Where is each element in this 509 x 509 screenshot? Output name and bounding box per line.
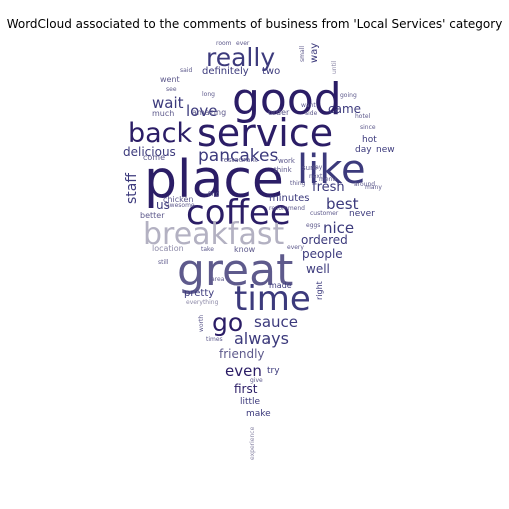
word-see: see — [166, 86, 177, 93]
word-know: know — [234, 245, 256, 254]
word-went: went — [160, 75, 180, 84]
word-since: since — [360, 124, 376, 131]
word-wait: wait — [152, 94, 184, 112]
word-restaurant: restaurant — [221, 156, 258, 164]
word-eggs: eggs — [306, 222, 320, 229]
word-delicious: delicious — [123, 145, 176, 159]
word-experience: experience — [249, 426, 256, 460]
word-friendly: friendly — [219, 347, 265, 361]
word-coffee: coffee — [186, 193, 291, 233]
word-people: people — [302, 247, 343, 261]
word-order: order — [268, 108, 290, 117]
word-pancakes: pancakes — [198, 146, 278, 166]
word-ordered: ordered — [301, 233, 348, 247]
word-much: much — [152, 109, 174, 118]
word-right: right — [315, 281, 324, 300]
word-fresh: fresh — [312, 180, 345, 195]
word-nice: nice — [323, 219, 354, 237]
word-worth: worth — [198, 315, 205, 332]
word-place: place — [144, 150, 284, 210]
word-awesome: awesome — [166, 202, 195, 209]
word-take: take — [201, 246, 214, 253]
word-side: side — [305, 110, 318, 117]
word-even: even — [225, 362, 262, 380]
word-still: still — [158, 259, 169, 266]
word-great: great — [177, 245, 293, 296]
word-minutes: minutes — [269, 193, 309, 204]
word-really: really — [206, 43, 275, 72]
word-sure: sure — [302, 164, 317, 172]
word-chicken: chicken — [163, 195, 193, 204]
word-breakfast: breakfast — [143, 217, 285, 252]
word-came: came — [328, 102, 361, 116]
word-staff: staff — [124, 173, 140, 204]
word-give: give — [250, 377, 263, 384]
word-first: first — [234, 382, 258, 396]
word-way: way — [309, 43, 320, 63]
word-many: many — [365, 184, 382, 191]
word-make: make — [246, 409, 271, 419]
word-amazing: amazing — [192, 108, 226, 117]
word-hot: hot — [362, 135, 377, 145]
word-customer: customer — [310, 210, 339, 217]
word-said: said — [180, 67, 192, 74]
word-time: time — [234, 279, 311, 319]
word-until: until — [331, 60, 338, 74]
word-think: think — [274, 166, 293, 174]
word-definitely: definitely — [202, 66, 249, 77]
word-next: next — [309, 173, 323, 180]
word-everything: everything — [186, 299, 219, 306]
word-ca: ca — [265, 337, 272, 344]
word-pretty: pretty — [184, 288, 214, 299]
word-say: say — [312, 164, 323, 171]
word-try: try — [267, 366, 280, 376]
word-best: best — [326, 195, 359, 213]
word-small: small — [299, 46, 306, 62]
word-go: go — [212, 308, 243, 337]
word-area: area — [211, 276, 225, 283]
word-come: come — [143, 153, 165, 162]
word-us: us — [156, 198, 170, 212]
word-well: well — [306, 262, 330, 276]
word-room: room — [216, 40, 232, 47]
word-location: location — [152, 244, 184, 253]
word-long: long — [202, 91, 215, 98]
word-better: better — [140, 211, 165, 220]
word-recommend: recommend — [269, 205, 305, 212]
word-every: every — [287, 244, 304, 251]
chart-title: WordCloud associated to the comments of … — [6, 17, 503, 31]
word-made: made — [269, 281, 292, 290]
word-ever: ever — [236, 40, 250, 47]
word-little: little — [240, 397, 261, 407]
word-work: work — [278, 157, 296, 165]
word-back: back — [128, 118, 193, 149]
word-never: never — [349, 209, 375, 219]
word-menu: menu — [319, 176, 336, 183]
word-want: want — [301, 102, 316, 109]
word-always: always — [234, 329, 289, 348]
word-service: service — [197, 111, 333, 155]
word-going: going — [340, 92, 357, 99]
word-two: two — [262, 66, 280, 77]
word-sauce: sauce — [254, 313, 298, 331]
word-hotel: hotel — [355, 113, 371, 120]
word-love: love — [186, 102, 217, 120]
word-thing: thing — [290, 180, 306, 187]
word-like: like — [297, 147, 366, 193]
word-times: times — [206, 336, 223, 343]
word-around: around — [354, 181, 375, 188]
word-good: good — [232, 74, 342, 125]
word-new: new — [376, 145, 395, 155]
word-day: day — [355, 145, 372, 155]
word-find: find — [208, 191, 220, 198]
